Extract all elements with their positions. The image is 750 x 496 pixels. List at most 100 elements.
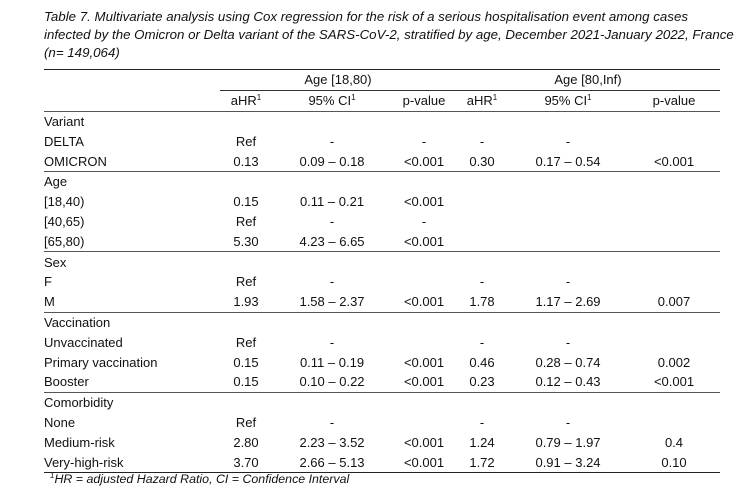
table-row: DELTA Ref - - - - (44, 131, 720, 151)
column-header-ci: 95% CI1 (508, 90, 628, 111)
cell-ci-age-18-80: 4.23 – 6.65 (299, 233, 365, 249)
cell-ahr-age-80-inf: 1.72 (456, 452, 508, 473)
row-label: M (44, 294, 55, 310)
cell-ci-age-18-80: 0.09 – 0.18 (299, 153, 365, 169)
section-header-blank (456, 311, 508, 333)
section-header-blank (628, 170, 720, 192)
cell-ahr-age-80-inf: - (479, 334, 485, 350)
cell-p-value-age-18-80: <0.001 (403, 233, 445, 249)
section-header-blank (392, 391, 456, 413)
cell-p-value-age-80-inf: <0.001 (653, 374, 695, 390)
cell-p-value-age-18-80: <0.001 (403, 294, 445, 310)
section-header-blank (272, 311, 392, 333)
section-header-blank (508, 391, 628, 413)
section-header-blank (456, 391, 508, 413)
table-row: Medium-risk 2.80 2.23 – 3.52 <0.001 1.24 0.79… (44, 432, 720, 452)
cell-ci-age-18-80: 0.10 – 0.22 (299, 374, 365, 390)
section-header-blank (220, 311, 272, 333)
cell-ci-age-18-80: - (329, 274, 335, 290)
footnote-marker: 1 (351, 93, 356, 103)
section-label: Vaccination (44, 311, 220, 333)
results-table-body: Age [18,80) Age [80,Inf) aHR1 95% CI1 p-… (44, 69, 720, 473)
cell-ahr-age-80-inf (456, 231, 508, 251)
section-header-blank (220, 251, 272, 272)
table-row: M 1.93 1.58 – 2.37 <0.001 1.78 1.17 – 2.69 0.0… (44, 292, 720, 312)
cell-p-value-age-80-inf (628, 272, 720, 292)
section-header-row: Vaccination (44, 311, 720, 333)
table-row: [40,65) Ref - - (44, 212, 720, 232)
footnote-text: HR = adjusted Hazard Ratio, CI = Confide… (54, 472, 350, 486)
table-row: [65,80) 5.30 4.23 – 6.65 <0.001 (44, 231, 720, 251)
column-header-blank (44, 90, 220, 111)
column-header-ahr: aHR1 (220, 90, 272, 111)
column-header-p-value: p-value (652, 93, 696, 109)
section-header-blank (628, 311, 720, 333)
cell-p-value-age-80-inf: 0.10 (628, 452, 720, 473)
group-header-age-18-80: Age [18,80) (220, 69, 456, 91)
cell-p-value-age-18-80: <0.001 (403, 153, 445, 169)
section-header-blank (508, 110, 628, 132)
cell-ahr-age-80-inf: - (479, 274, 485, 290)
row-label: [18,40) (44, 194, 85, 210)
section-header-blank (220, 170, 272, 192)
section-header-blank (628, 110, 720, 132)
section-header-row: Comorbidity (44, 391, 720, 413)
cell-p-value-age-80-inf (628, 231, 720, 251)
cell-ahr-age-18-80: 0.13 (233, 153, 259, 169)
section-header-blank (392, 251, 456, 272)
group-header-age-80-inf: Age [80,Inf) (456, 69, 720, 91)
cell-ahr-age-18-80: 3.70 (220, 452, 272, 473)
results-table: Age [18,80) Age [80,Inf) aHR1 95% CI1 p-… (44, 69, 720, 473)
cell-ci-age-80-inf: - (565, 414, 571, 430)
group-header-blank (44, 69, 220, 91)
cell-ahr-age-80-inf: 1.24 (469, 434, 495, 450)
section-header-blank (456, 110, 508, 132)
cell-ahr-age-80-inf: 0.23 (469, 374, 495, 390)
cell-ahr-age-80-inf (456, 192, 508, 212)
section-header-blank (508, 170, 628, 192)
cell-ahr-age-18-80: Ref (235, 334, 257, 350)
cell-p-value-age-80-inf (628, 131, 720, 151)
row-label: [40,65) (44, 213, 85, 229)
cell-ci-age-80-inf: - (565, 334, 571, 350)
footnote-marker: 1 (50, 471, 55, 480)
section-header-blank (392, 170, 456, 192)
cell-p-value-age-18-80: <0.001 (392, 452, 456, 473)
cell-p-value-age-18-80: <0.001 (403, 434, 445, 450)
column-header-ahr-label: aHR (230, 93, 257, 109)
cell-p-value-age-80-inf (628, 192, 720, 212)
cell-ci-age-18-80: 0.11 – 0.19 (299, 354, 365, 370)
footnote-marker: 1 (256, 93, 262, 103)
section-header-blank (508, 251, 628, 272)
cell-ci-age-80-inf: - (565, 274, 571, 290)
row-label: DELTA (44, 133, 84, 149)
cell-ci-age-18-80: 1.58 – 2.37 (299, 294, 365, 310)
cell-p-value-age-18-80 (392, 413, 456, 433)
table-row: F Ref - - - (44, 272, 720, 292)
section-header-row: Variant (44, 110, 720, 132)
column-header-ahr: aHR1 (456, 90, 508, 111)
section-label: Comorbidity (44, 391, 220, 413)
cell-p-value-age-80-inf: <0.001 (653, 153, 695, 169)
cell-p-value-age-80-inf (628, 332, 720, 352)
cell-ahr-age-18-80: 1.93 (233, 294, 259, 310)
cell-ahr-age-80-inf: 0.46 (469, 354, 495, 370)
cell-p-value-age-18-80 (392, 272, 456, 292)
section-header-blank (220, 391, 272, 413)
column-header-ci-label: 95% CI (544, 93, 588, 109)
section-header-blank (628, 391, 720, 413)
row-label: Very-high-risk (44, 452, 220, 473)
section-header-blank (272, 391, 392, 413)
cell-ahr-age-18-80: Ref (235, 133, 257, 149)
section-header-row: Age (44, 170, 720, 192)
table-row: OMICRON 0.13 0.09 – 0.18 <0.001 0.30 0.17 – 0… (44, 151, 720, 171)
cell-ahr-age-80-inf: - (479, 133, 485, 149)
cell-ahr-age-80-inf (456, 212, 508, 232)
cell-ahr-age-18-80: Ref (235, 213, 257, 229)
column-header-row: aHR1 95% CI1 p-value aHR1 95% CI1 p-valu… (44, 90, 720, 111)
table-row: Booster 0.15 0.10 – 0.22 <0.001 0.23 0.12 – 0… (44, 372, 720, 392)
cell-p-value-age-80-inf: 0.4 (664, 434, 684, 450)
cell-ci-age-80-inf (508, 212, 628, 232)
cell-ci-age-80-inf: 0.79 – 1.97 (535, 434, 601, 450)
table-row: Unvaccinated Ref - - - (44, 332, 720, 352)
